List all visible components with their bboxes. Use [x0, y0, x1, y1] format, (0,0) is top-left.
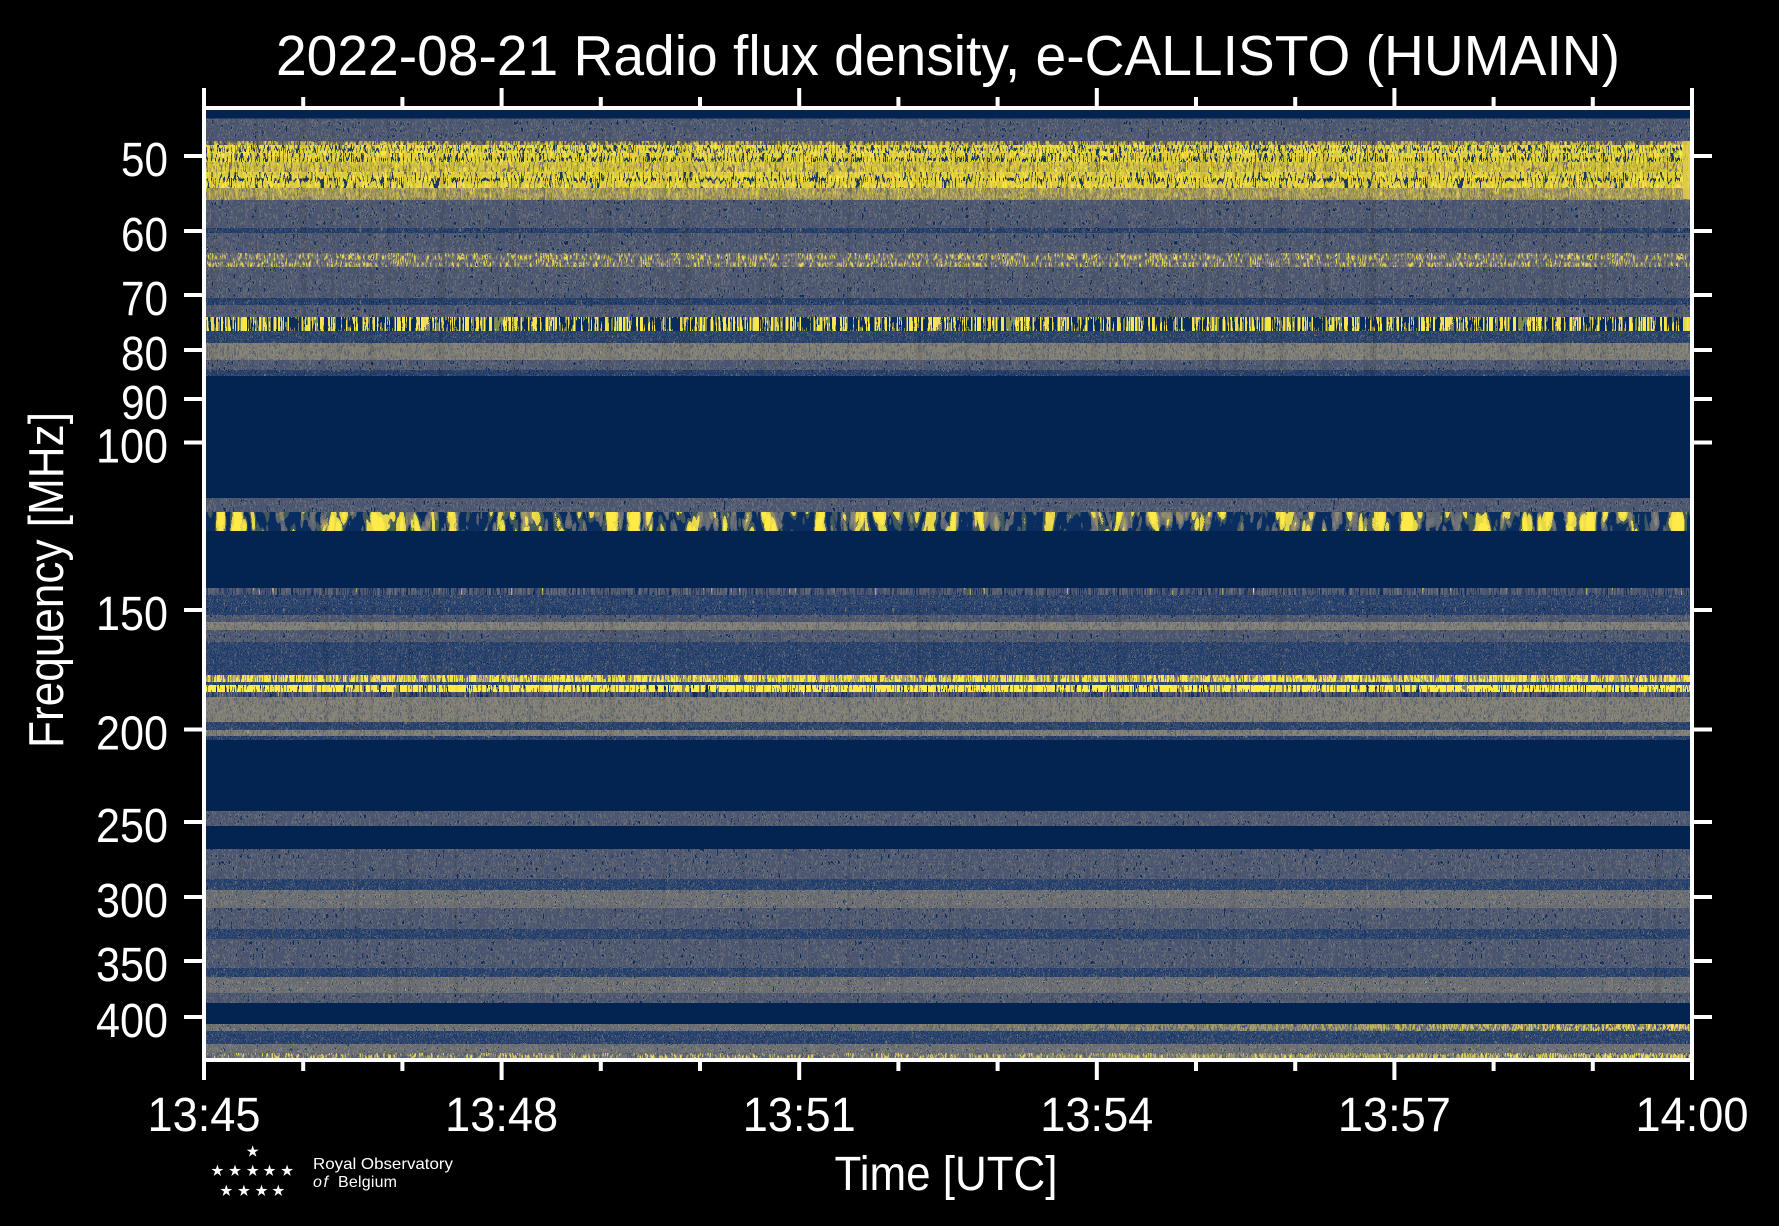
svg-text:400: 400 [96, 995, 168, 1048]
svg-text:200: 200 [96, 708, 168, 761]
svg-text:100: 100 [96, 421, 168, 474]
svg-text:13:57: 13:57 [1338, 1089, 1451, 1142]
svg-text:13:48: 13:48 [445, 1089, 558, 1142]
svg-text:2022-08-21 Radio flux density,: 2022-08-21 Radio flux density, e-CALLIST… [276, 24, 1620, 88]
svg-text:300: 300 [96, 875, 168, 928]
svg-text:13:45: 13:45 [148, 1089, 261, 1142]
svg-text:80: 80 [121, 328, 168, 381]
svg-text:350: 350 [96, 939, 168, 992]
svg-text:13:54: 13:54 [1040, 1089, 1153, 1142]
svg-text:14:00: 14:00 [1636, 1089, 1749, 1142]
svg-text:50: 50 [121, 134, 168, 187]
svg-text:250: 250 [96, 800, 168, 853]
svg-text:Time [UTC]: Time [UTC] [835, 1148, 1058, 1201]
svg-text:70: 70 [121, 273, 168, 326]
svg-text:60: 60 [121, 209, 168, 262]
svg-text:13:51: 13:51 [743, 1089, 856, 1142]
svg-text:90: 90 [121, 377, 168, 430]
svg-text:Frequency [MHz]: Frequency [MHz] [20, 412, 74, 748]
svg-text:Royal Observatory: Royal Observatory [313, 1156, 453, 1173]
svg-text:150: 150 [96, 588, 168, 641]
